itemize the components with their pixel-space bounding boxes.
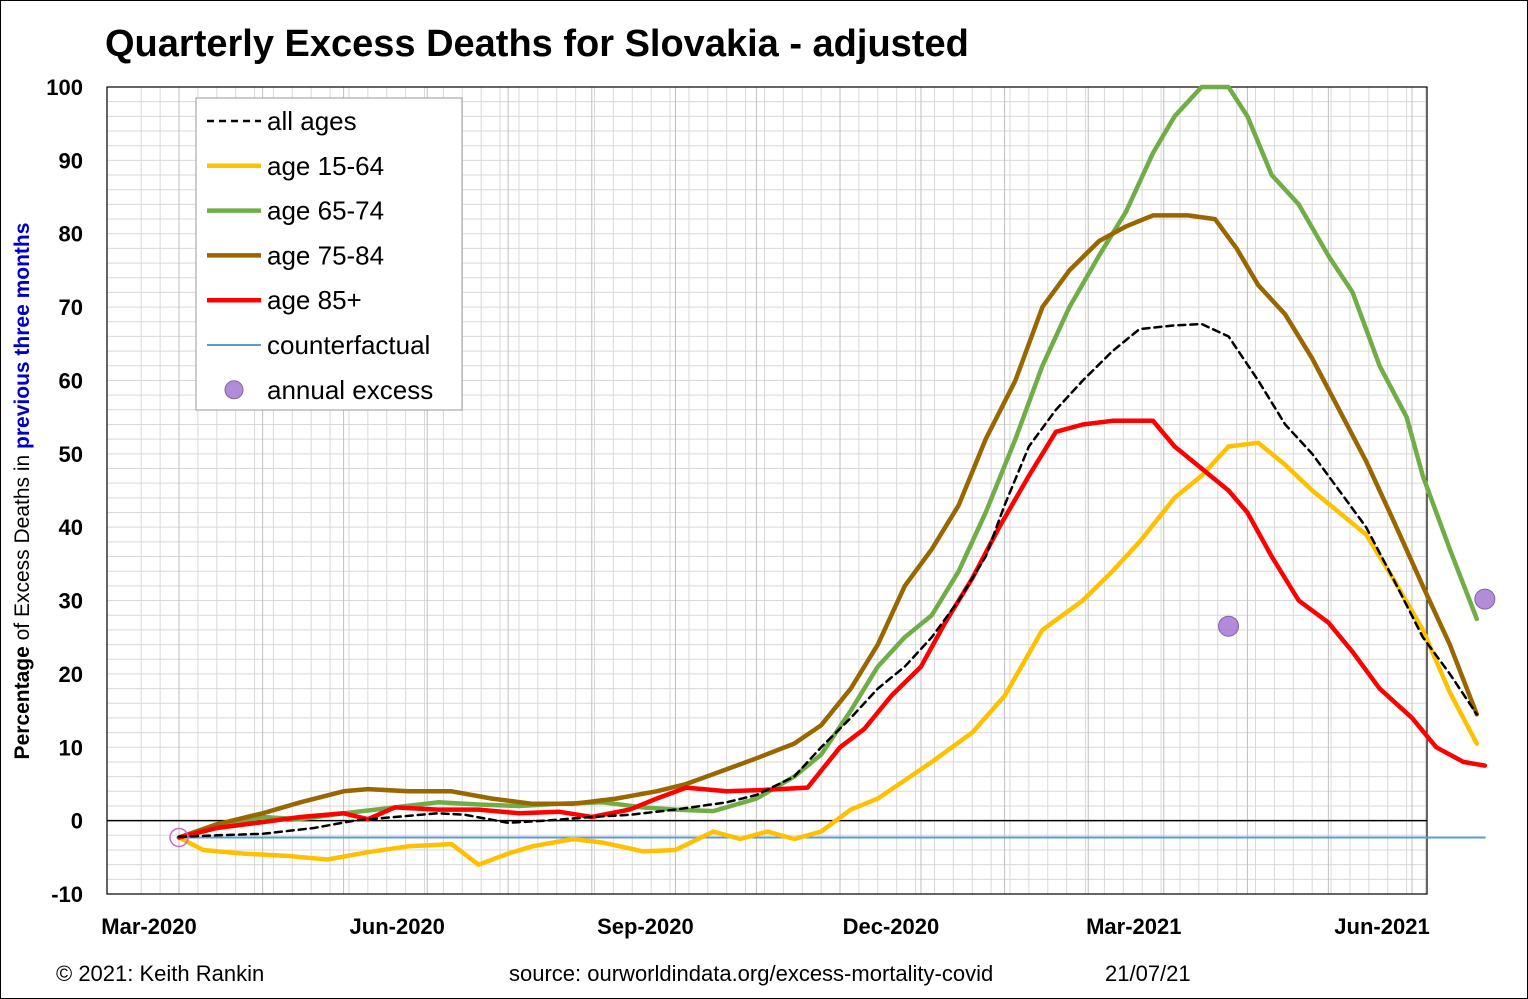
x-tick-label: Jun-2021 [1334,914,1429,939]
legend-label: all ages [267,106,357,136]
chart-title: Quarterly Excess Deaths for Slovakia - a… [105,23,969,65]
legend-label: counterfactual [267,330,430,360]
y-tick-label: 0 [71,809,83,834]
y-tick-label: -10 [51,882,83,907]
annual-excess-start-marker [169,827,189,848]
legend-label: age 75-84 [267,240,384,270]
legend-label: annual excess [267,375,433,405]
legend-swatch-annual-excess [224,380,244,400]
y-axis-label-mid: of Excess Deaths in [11,449,34,646]
x-tick-label: Jun-2020 [350,914,445,939]
y-tick-label: 40 [59,515,83,540]
annual-excess-point [1218,615,1240,637]
legend-label: age 85+ [267,285,362,315]
y-tick-label: 20 [59,662,83,687]
y-tick-label: 100 [46,75,83,100]
series-line-all-ages [177,322,1479,839]
legend-label: age 15-64 [267,151,384,181]
y-tick-label: 70 [59,295,83,320]
y-axis-label: Percentage of Excess Deaths in previous … [11,223,34,760]
series-line-age-15-64 [176,440,1480,867]
y-tick-label: 10 [59,735,83,760]
series-line-age-75-84 [176,213,1480,840]
annual-excess-point [1474,588,1496,610]
x-tick-label: Sep-2020 [597,914,694,939]
legend: all ages age 15-64 age 65-74 age 75-84 age 8… [195,97,463,411]
series-line-age-85- [176,418,1488,840]
x-tick-label: Mar-2020 [101,914,196,939]
y-tick-label: 30 [59,589,83,614]
y-axis-label-highlight: previous three months [11,223,34,449]
footer-date: 21/07/21 [1105,961,1191,986]
legend-label: age 65-74 [267,196,384,226]
x-tick-label: Dec-2020 [843,914,940,939]
y-axis-label-bold: Percentage [11,646,34,759]
y-tick-label: 60 [59,368,83,393]
y-tick-label: 80 [59,222,83,247]
y-tick-label: 50 [59,442,83,467]
source-text: source: ourworldindata.org/excess-mortal… [509,961,993,986]
axes: -10 0 10 20 30 40 50 60 70 80 90 100 Mar-2020 Jun-202… [46,75,1429,939]
x-tick-label: Mar-2021 [1086,914,1181,939]
series-line-age-65-74 [176,84,1480,840]
y-tick-label: 90 [59,148,83,173]
series-layer [176,84,1488,867]
annual-excess-markers [169,588,1496,848]
copyright-text: © 2021: Keith Rankin [56,961,264,986]
